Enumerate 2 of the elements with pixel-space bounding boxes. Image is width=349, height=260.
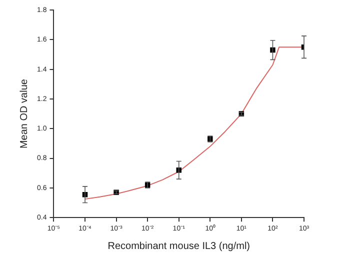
x-axis-title: Recombinant mouse IL3 (ng/ml) — [108, 240, 250, 252]
y-axis-title: Mean OD value — [18, 78, 30, 149]
